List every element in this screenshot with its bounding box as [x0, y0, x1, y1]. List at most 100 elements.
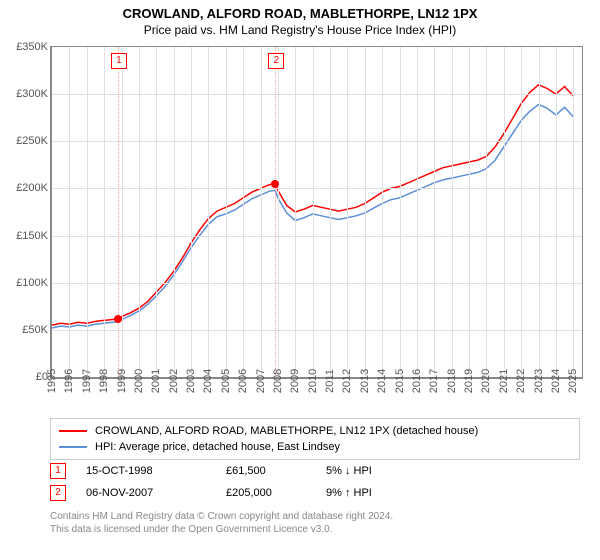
gridline-v [104, 47, 105, 377]
gridline-v [139, 47, 140, 377]
gridline-v [208, 47, 209, 377]
footer-attribution: Contains HM Land Registry data © Crown c… [50, 510, 580, 536]
event-row: 1 15-OCT-1998£61,5005% ↓ HPI [50, 460, 580, 482]
gridline-v [226, 47, 227, 377]
gridline-v [278, 47, 279, 377]
x-axis-label: 2020 [480, 369, 492, 393]
gridline-v [521, 47, 522, 377]
event-date: 06-NOV-2007 [86, 487, 226, 499]
y-axis-label: £50K [2, 324, 48, 336]
gridline-v [539, 47, 540, 377]
y-axis-label: £0 [2, 371, 48, 383]
gridline-v [400, 47, 401, 377]
y-axis-label: £200K [2, 182, 48, 194]
legend-swatch [59, 430, 87, 432]
x-axis-label: 2021 [498, 369, 510, 393]
gridline-v [382, 47, 383, 377]
gridline-v [295, 47, 296, 377]
x-axis-label: 2009 [289, 369, 301, 393]
event-pct: 9% ↑ HPI [326, 487, 446, 499]
marker-dot [114, 315, 122, 323]
gridline-v [69, 47, 70, 377]
marker-box: 1 [111, 53, 127, 69]
footer-line: Contains HM Land Registry data © Crown c… [50, 510, 580, 523]
chart-subtitle: Price paid vs. HM Land Registry's House … [0, 21, 600, 41]
x-axis-label: 1996 [63, 369, 75, 393]
gridline-v [330, 47, 331, 377]
x-axis-label: 2013 [359, 369, 371, 393]
x-axis-label: 2025 [567, 369, 579, 393]
legend-label: HPI: Average price, detached house, East… [95, 441, 340, 453]
x-axis-label: 2015 [394, 369, 406, 393]
gridline-v [191, 47, 192, 377]
event-price: £205,000 [226, 487, 326, 499]
gridline-v [156, 47, 157, 377]
event-row: 2 06-NOV-2007£205,0009% ↑ HPI [50, 482, 580, 504]
y-axis-label: £350K [2, 41, 48, 53]
gridline-v [452, 47, 453, 377]
gridline-v [434, 47, 435, 377]
gridline-v [573, 47, 574, 377]
chart-lines [52, 47, 582, 377]
x-axis-label: 2010 [307, 369, 319, 393]
event-marker-box: 1 [50, 463, 66, 479]
gridline-h [52, 330, 582, 331]
gridline-v [122, 47, 123, 377]
x-axis-label: 2017 [428, 369, 440, 393]
legend: CROWLAND, ALFORD ROAD, MABLETHORPE, LN12… [50, 418, 580, 460]
plot-area: £0£50K£100K£150K£200K£250K£300K£350K1995… [50, 46, 583, 379]
event-date: 15-OCT-1998 [86, 465, 226, 477]
x-axis-label: 2007 [255, 369, 267, 393]
gridline-h [52, 94, 582, 95]
x-axis-label: 2005 [220, 369, 232, 393]
x-axis-label: 2002 [168, 369, 180, 393]
gridline-v [486, 47, 487, 377]
gridline-v [504, 47, 505, 377]
footer-line: This data is licensed under the Open Gov… [50, 523, 580, 536]
x-axis-label: 2004 [202, 369, 214, 393]
gridline-h [52, 188, 582, 189]
y-axis-label: £100K [2, 277, 48, 289]
marker-box: 2 [268, 53, 284, 69]
x-axis-label: 2000 [133, 369, 145, 393]
x-axis-label: 2008 [272, 369, 284, 393]
legend-row: CROWLAND, ALFORD ROAD, MABLETHORPE, LN12… [59, 423, 571, 439]
gridline-v [469, 47, 470, 377]
gridline-v [365, 47, 366, 377]
gridline-h [52, 141, 582, 142]
marker-dot [271, 180, 279, 188]
x-axis-label: 2018 [446, 369, 458, 393]
gridline-v [243, 47, 244, 377]
chart-title: CROWLAND, ALFORD ROAD, MABLETHORPE, LN12… [0, 0, 600, 21]
marker-line [118, 47, 119, 377]
x-axis-label: 1998 [98, 369, 110, 393]
x-axis-label: 2001 [150, 369, 162, 393]
gridline-h [52, 283, 582, 284]
x-axis-label: 2023 [533, 369, 545, 393]
event-price: £61,500 [226, 465, 326, 477]
legend-label: CROWLAND, ALFORD ROAD, MABLETHORPE, LN12… [95, 425, 478, 437]
x-axis-label: 2006 [237, 369, 249, 393]
x-axis-label: 2011 [324, 369, 336, 393]
chart-container: CROWLAND, ALFORD ROAD, MABLETHORPE, LN12… [0, 0, 600, 560]
x-axis-label: 2022 [515, 369, 527, 393]
x-axis-label: 2024 [550, 369, 562, 393]
gridline-v [87, 47, 88, 377]
x-axis-label: 1997 [81, 369, 93, 393]
x-axis-label: 2003 [185, 369, 197, 393]
marker-line [275, 47, 276, 377]
x-axis-label: 1995 [46, 369, 58, 393]
x-axis-label: 2012 [341, 369, 353, 393]
gridline-v [556, 47, 557, 377]
gridline-h [52, 236, 582, 237]
gridline-v [417, 47, 418, 377]
gridline-v [347, 47, 348, 377]
y-axis-label: £150K [2, 230, 48, 242]
y-axis-label: £250K [2, 135, 48, 147]
gridline-v [313, 47, 314, 377]
event-pct: 5% ↓ HPI [326, 465, 446, 477]
x-axis-label: 2016 [411, 369, 423, 393]
gridline-v [174, 47, 175, 377]
legend-swatch [59, 446, 87, 448]
event-marker-box: 2 [50, 485, 66, 501]
